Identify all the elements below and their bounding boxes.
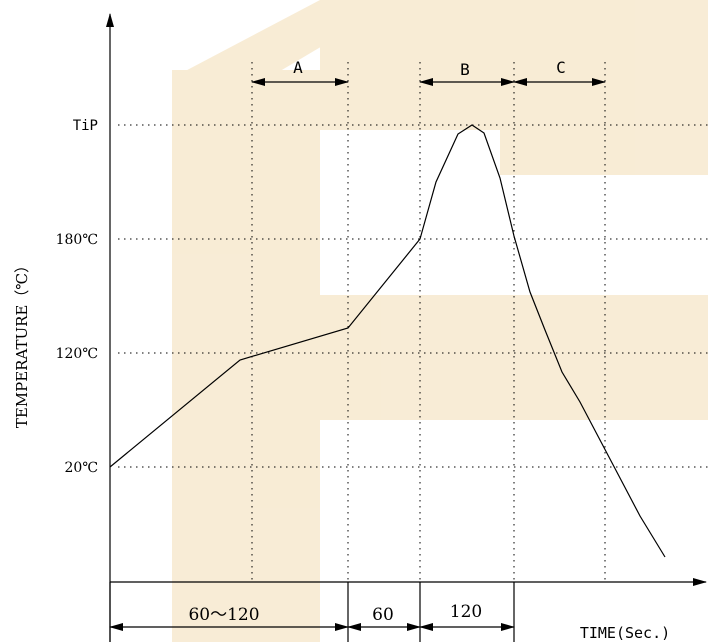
temperature-profile-curve (109, 124, 666, 558)
zone-a-label: A (293, 58, 303, 77)
axes (106, 13, 707, 642)
duration-preheat-label: 60～120 (188, 605, 259, 625)
y-tick-tip: TiP (73, 118, 98, 134)
watermark-logo (172, 0, 708, 642)
y-tick-20: 20℃ (65, 460, 98, 476)
horizontal-gridlines (118, 124, 708, 468)
zone-c-label: C (556, 58, 566, 77)
y-tick-180: 180℃ (56, 232, 98, 248)
vertical-gridlines (251, 62, 606, 580)
duration-brackets (109, 582, 515, 642)
y-tick-120: 120℃ (56, 346, 98, 362)
zone-b-label: B (460, 60, 470, 79)
duration-reflow-label: 120 (450, 602, 482, 622)
duration-ramp-label: 60 (372, 605, 394, 625)
y-axis-label: TEMPERATURE（℃） (13, 258, 31, 428)
x-axis-label: TIME(Sec.) (580, 624, 670, 642)
